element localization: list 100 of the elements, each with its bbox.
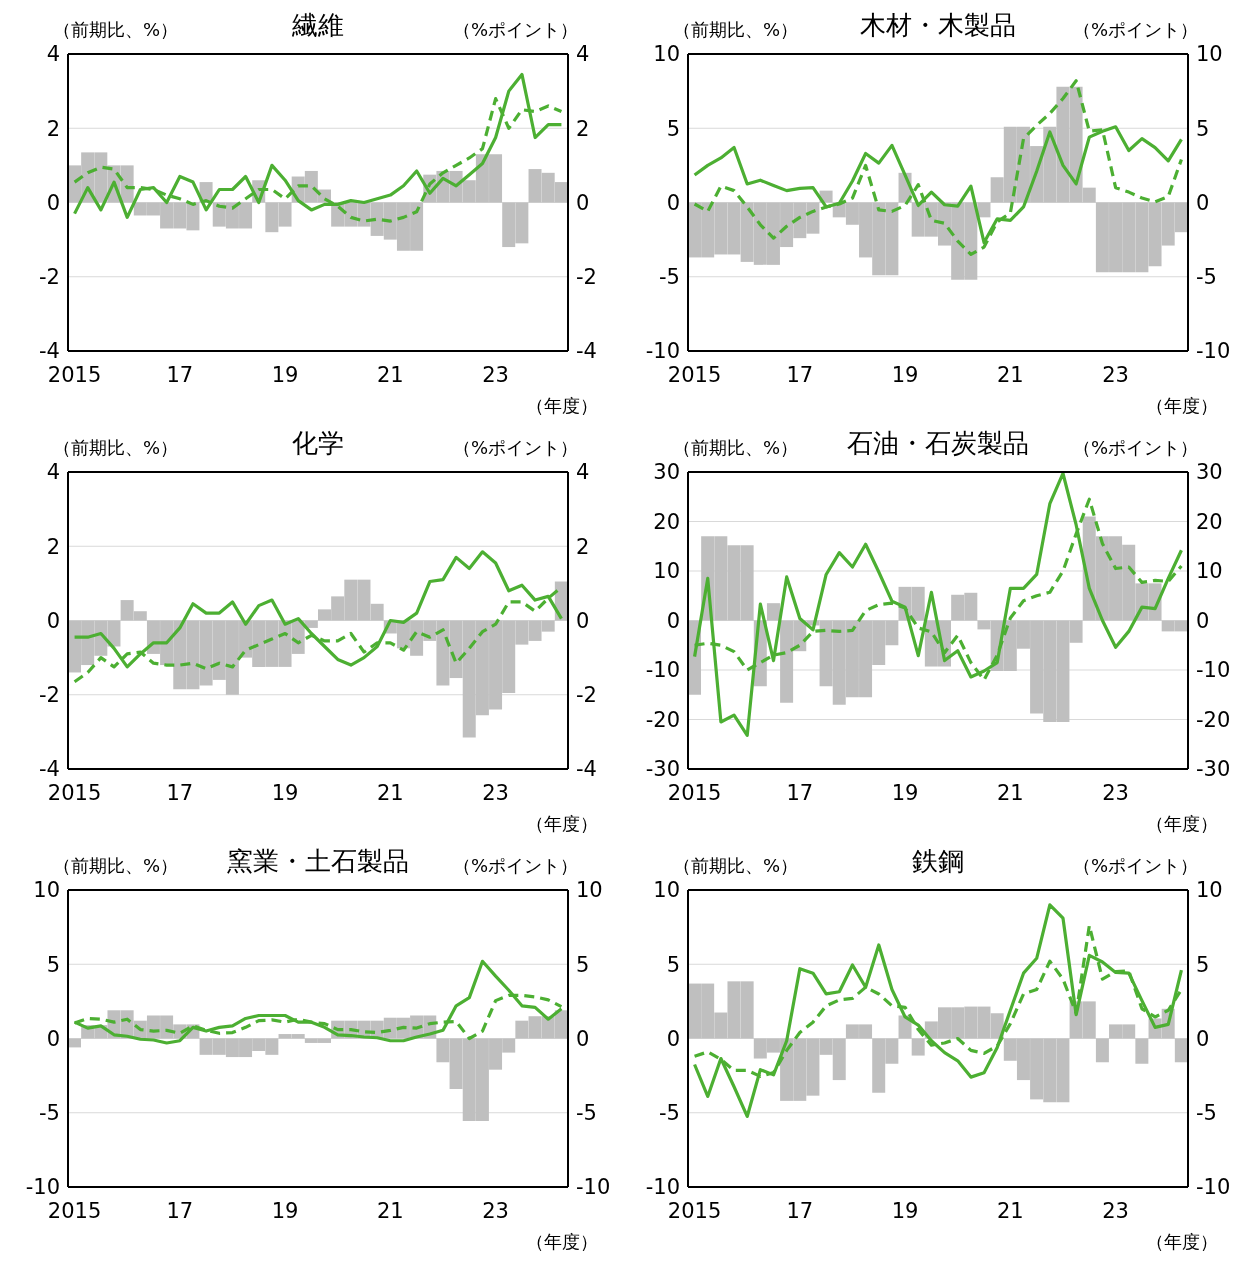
y-tick-label: -10: [645, 658, 680, 683]
y-tick-label: 20: [653, 509, 680, 534]
x-axis-title: （年度）: [1146, 394, 1218, 418]
y2-tick-label: -10: [1196, 1175, 1231, 1200]
y-tick-label: 0: [46, 190, 60, 215]
y2-tick-label: 0: [1196, 190, 1210, 215]
y2-tick-label: -10: [576, 1175, 611, 1200]
y-axis-title: （前期比、%）: [673, 854, 799, 878]
x-tick-label: 21: [997, 1198, 1024, 1223]
y-tick-label: -20: [645, 707, 680, 732]
y-tick-label: 2: [46, 534, 60, 559]
y-tick-label: -4: [39, 757, 60, 782]
x-tick-label: 17: [166, 780, 194, 805]
y-axis-title: （前期比、%）: [53, 436, 179, 460]
chart-title: 繊維: [292, 10, 344, 40]
y2-tick-label: 2: [576, 534, 590, 559]
x-tick-label: 23: [482, 1198, 509, 1223]
y2-axis-title: （%ポイント）: [1072, 18, 1198, 42]
y-tick-label: -5: [659, 1101, 680, 1126]
y2-tick-label: 0: [1196, 1026, 1210, 1051]
x-tick-label: 19: [271, 362, 299, 387]
y-tick-label: 30: [653, 460, 680, 485]
y2-tick-label: 30: [1196, 460, 1223, 485]
x-tick-label: 2015: [47, 780, 102, 805]
x-tick-label: 17: [786, 362, 814, 387]
y-tick-label: 5: [666, 952, 680, 977]
y2-tick-label: 0: [576, 608, 590, 633]
y-tick-label: -2: [39, 683, 60, 708]
y2-tick-label: -10: [1196, 339, 1231, 364]
y2-tick-label: 5: [576, 952, 590, 977]
y-tick-label: 0: [46, 1026, 60, 1051]
y2-tick-label: -2: [576, 265, 597, 290]
y2-axis-title: （%ポイント）: [1072, 854, 1198, 878]
x-tick-label: 19: [891, 780, 919, 805]
chart-title: 木材・木製品: [860, 10, 1016, 40]
x-tick-label: 21: [377, 780, 404, 805]
x-tick-label: 21: [997, 362, 1024, 387]
y2-axis-title: （%ポイント）: [452, 854, 578, 878]
y-tick-label: 0: [666, 608, 680, 633]
y2-tick-label: -5: [576, 1101, 597, 1126]
y2-tick-label: -4: [576, 757, 597, 782]
y2-tick-label: -2: [576, 683, 597, 708]
y-tick-label: 2: [46, 116, 60, 141]
y-axis-title: （前期比、%）: [673, 436, 799, 460]
y-axis-title: （前期比、%）: [53, 854, 179, 878]
x-tick-label: 19: [271, 780, 299, 805]
y-tick-label: 4: [46, 42, 60, 67]
y2-tick-label: 5: [1196, 952, 1210, 977]
x-tick-label: 2015: [667, 1198, 722, 1223]
y-tick-label: 5: [46, 952, 60, 977]
x-axis-title: （年度）: [1146, 812, 1218, 836]
y2-tick-label: 10: [1196, 559, 1223, 584]
x-tick-label: 2015: [47, 362, 102, 387]
y-tick-label: 0: [666, 1026, 680, 1051]
y-tick-label: 10: [653, 42, 680, 67]
y2-tick-label: 4: [576, 460, 590, 485]
y-axis-title: （前期比、%）: [53, 18, 179, 42]
chart-title: 窯業・土石製品: [227, 846, 409, 876]
x-tick-label: 17: [786, 780, 814, 805]
y2-tick-label: -20: [1196, 707, 1231, 732]
y-tick-label: -30: [645, 757, 680, 782]
y2-axis-title: （%ポイント）: [1072, 436, 1198, 460]
y-tick-label: 10: [33, 878, 60, 903]
y-tick-label: 10: [653, 559, 680, 584]
y2-tick-label: 2: [576, 116, 590, 141]
y-tick-label: 5: [666, 116, 680, 141]
y-tick-label: -2: [39, 265, 60, 290]
x-tick-label: 2015: [667, 362, 722, 387]
chart-title: 石油・石炭製品: [847, 428, 1029, 458]
chart-title: 鉄鋼: [912, 846, 964, 876]
x-tick-label: 21: [377, 362, 404, 387]
y-tick-label: -10: [645, 339, 680, 364]
x-axis-title: （年度）: [526, 394, 598, 418]
y2-tick-label: 0: [576, 190, 590, 215]
y2-tick-label: 10: [576, 878, 603, 903]
x-tick-label: 23: [1102, 780, 1129, 805]
x-tick-label: 2015: [47, 1198, 102, 1223]
y2-tick-label: -5: [1196, 1101, 1217, 1126]
y2-tick-label: 10: [1196, 42, 1223, 67]
x-axis-title: （年度）: [526, 812, 598, 836]
x-tick-label: 2015: [667, 780, 722, 805]
y2-tick-label: 0: [576, 1026, 590, 1051]
y2-axis-title: （%ポイント）: [452, 436, 578, 460]
x-tick-label: 23: [1102, 362, 1129, 387]
y-tick-label: -10: [645, 1175, 680, 1200]
y2-tick-label: 4: [576, 42, 590, 67]
y-tick-label: 0: [666, 190, 680, 215]
x-tick-label: 19: [891, 362, 919, 387]
x-tick-label: 23: [482, 362, 509, 387]
y-tick-label: -5: [39, 1101, 60, 1126]
y2-tick-label: -4: [576, 339, 597, 364]
y2-axis-title: （%ポイント）: [452, 18, 578, 42]
y-axis-title: （前期比、%）: [673, 18, 799, 42]
y-tick-label: 4: [46, 460, 60, 485]
x-tick-label: 19: [271, 1198, 299, 1223]
x-tick-label: 17: [166, 1198, 194, 1223]
x-tick-label: 23: [1102, 1198, 1129, 1223]
x-tick-label: 17: [786, 1198, 814, 1223]
x-tick-label: 17: [166, 362, 194, 387]
y-tick-label: -4: [39, 339, 60, 364]
